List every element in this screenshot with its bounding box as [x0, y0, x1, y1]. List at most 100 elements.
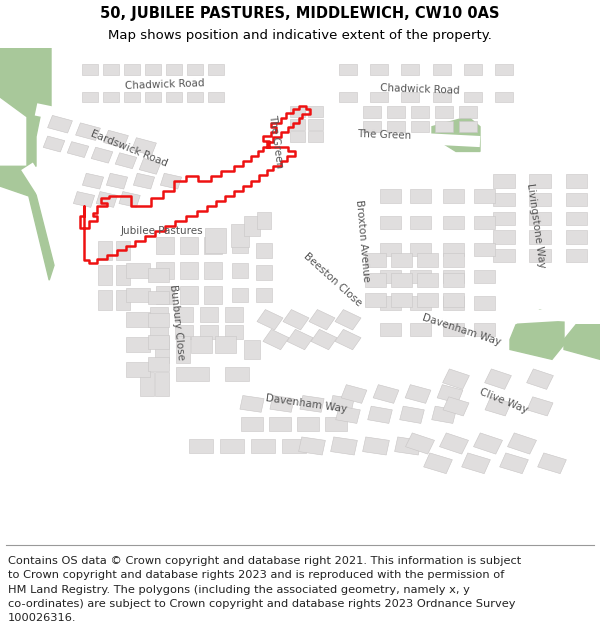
Bar	[126, 337, 150, 352]
Bar	[205, 228, 226, 253]
Bar	[308, 106, 323, 118]
Bar	[309, 309, 335, 330]
Text: Broxton Avenue: Broxton Avenue	[355, 199, 371, 282]
Bar	[431, 406, 457, 423]
Text: Jubilee Pastures: Jubilee Pastures	[121, 226, 203, 236]
Bar	[339, 91, 357, 103]
Polygon shape	[0, 48, 51, 166]
Bar	[368, 406, 392, 423]
Bar	[240, 396, 264, 412]
Bar	[380, 242, 401, 256]
Bar	[133, 173, 155, 189]
Bar	[335, 406, 361, 423]
Bar	[566, 212, 587, 225]
Bar	[401, 91, 419, 103]
Text: The Green: The Green	[357, 129, 411, 141]
Bar	[529, 249, 551, 262]
Bar	[208, 91, 224, 103]
Bar	[416, 253, 437, 268]
Bar	[225, 368, 249, 381]
Bar	[443, 189, 464, 202]
Bar	[116, 241, 130, 261]
Bar	[409, 242, 431, 256]
Polygon shape	[564, 325, 600, 359]
Bar	[204, 237, 222, 254]
Bar	[283, 309, 309, 330]
Bar	[433, 91, 451, 103]
Bar	[500, 453, 529, 474]
Bar	[208, 64, 224, 75]
Bar	[200, 308, 218, 322]
Bar	[495, 64, 513, 75]
Text: Contains OS data © Crown copyright and database right 2021. This information is : Contains OS data © Crown copyright and d…	[8, 556, 521, 566]
Bar	[443, 369, 469, 389]
Text: Chadwick Road: Chadwick Road	[380, 83, 460, 96]
Bar	[156, 262, 174, 279]
Bar	[180, 286, 198, 304]
Bar	[148, 357, 169, 371]
Bar	[191, 336, 212, 353]
Polygon shape	[432, 117, 480, 151]
Text: Davenham Way: Davenham Way	[265, 393, 347, 414]
Bar	[148, 291, 169, 304]
Bar	[263, 329, 289, 350]
Bar	[106, 173, 128, 189]
Bar	[47, 116, 73, 133]
Text: Livingstone Way: Livingstone Way	[525, 182, 547, 269]
Text: Clive Way: Clive Way	[478, 388, 530, 416]
Bar	[365, 273, 386, 287]
Text: 50, JUBILEE PASTURES, MIDDLEWICH, CW10 0AS: 50, JUBILEE PASTURES, MIDDLEWICH, CW10 0…	[100, 6, 500, 21]
Bar	[96, 192, 118, 208]
Text: The Green: The Green	[267, 114, 285, 169]
Bar	[300, 396, 324, 412]
Text: Beeston Close: Beeston Close	[302, 251, 364, 309]
Bar	[529, 193, 551, 206]
Bar	[251, 439, 275, 453]
Bar	[124, 64, 140, 75]
Bar	[116, 265, 130, 285]
Bar	[409, 269, 431, 283]
Bar	[473, 433, 502, 454]
Bar	[204, 286, 222, 304]
Bar	[443, 269, 464, 283]
Bar	[391, 273, 412, 287]
Bar	[175, 308, 193, 322]
Bar	[180, 237, 198, 254]
Bar	[67, 142, 89, 158]
Bar	[461, 453, 490, 474]
Text: Bunbury Close: Bunbury Close	[168, 284, 186, 361]
Bar	[370, 64, 388, 75]
Bar	[380, 216, 401, 229]
Bar	[187, 64, 203, 75]
Bar	[363, 121, 381, 132]
Bar	[308, 131, 323, 142]
Bar	[405, 384, 431, 403]
Bar	[527, 397, 553, 416]
Bar	[529, 230, 551, 244]
Bar	[443, 216, 464, 229]
Bar	[493, 249, 515, 262]
Bar	[443, 242, 464, 256]
Bar	[380, 269, 401, 283]
Bar	[409, 323, 431, 336]
Bar	[475, 216, 496, 229]
Bar	[200, 325, 218, 339]
Bar	[256, 265, 272, 280]
Bar	[232, 238, 248, 253]
Bar	[538, 453, 566, 474]
Bar	[508, 433, 536, 454]
Bar	[103, 64, 119, 75]
Bar	[116, 290, 130, 310]
Bar	[225, 325, 243, 339]
Bar	[493, 174, 515, 188]
Bar	[401, 64, 419, 75]
Bar	[103, 91, 119, 103]
Bar	[440, 433, 469, 454]
Bar	[380, 296, 401, 309]
Bar	[156, 237, 174, 254]
Bar	[443, 253, 464, 268]
Bar	[145, 91, 161, 103]
Bar	[443, 397, 469, 416]
Bar	[124, 91, 140, 103]
Bar	[150, 308, 168, 322]
